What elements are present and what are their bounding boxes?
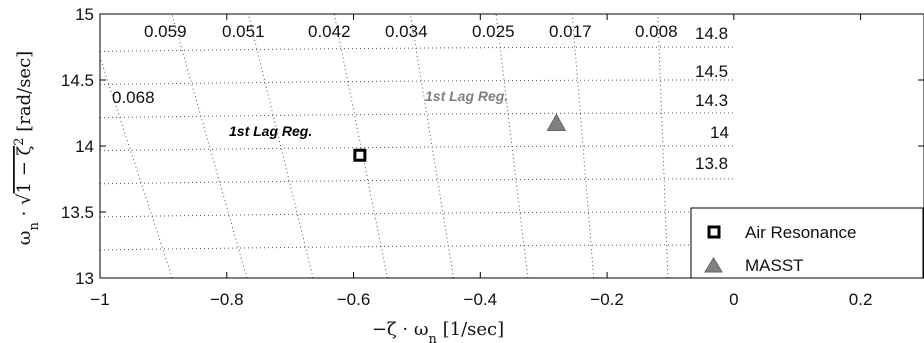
y-axis-label-omega: ω — [14, 231, 35, 246]
x-tick-label-5: 0 — [729, 290, 738, 309]
x-axis-label-unit: [1/sec] — [437, 319, 504, 340]
damping-label-0034: 0.034 — [385, 22, 428, 41]
damping-label-0059: 0.059 — [144, 22, 187, 41]
damping-label-0068: 0.068 — [112, 88, 155, 107]
y-tick-label-1: 13.5 — [61, 203, 94, 222]
legend-marker-air-resonance — [707, 225, 721, 239]
damping-label-0017: 0.017 — [549, 22, 592, 41]
y-tick-label-4: 15 — [75, 5, 94, 24]
x-tick-label-2: −0.6 — [337, 290, 371, 309]
legend-marker-masst — [704, 257, 723, 273]
frequency-grid-arc-3 — [99, 178, 734, 185]
y-axis-label-dot: · — [14, 205, 35, 222]
legend: Air Resonance MASST — [690, 207, 924, 279]
x-tick-label-1: −0.8 — [210, 290, 244, 309]
y-axis-label-sub: n — [27, 222, 42, 231]
damping-label-0025: 0.025 — [472, 22, 515, 41]
frequency-grid-arc-7 — [99, 46, 734, 52]
legend-label-masst: MASST — [745, 256, 804, 275]
y-tick-labels: 13 13.5 14 14.5 15 — [61, 5, 94, 288]
y-axis-label-unit: [rad/sec] — [14, 51, 35, 138]
damping-grid-line-2 — [247, 13, 314, 279]
frequency-grid-arc-2 — [99, 211, 734, 218]
damping-label-0051: 0.051 — [222, 22, 265, 41]
damping-grid-line-7 — [657, 13, 669, 279]
grid-lines — [99, 13, 734, 279]
frequency-grid-arc-6 — [99, 79, 734, 86]
y-axis-label-root-body: 1 − ζ — [14, 146, 35, 194]
frequency-grid-arc-4 — [99, 145, 734, 152]
data-points — [353, 113, 567, 162]
x-tick-label-6: 0.2 — [849, 290, 873, 309]
x-axis-label: −ζ · ωn [1/sec] — [372, 319, 504, 343]
damping-label-0008: 0.008 — [635, 22, 678, 41]
frequency-label-148: 14.8 — [695, 24, 728, 43]
frequency-label-138: 13.8 — [695, 154, 728, 173]
point-air-resonance — [353, 148, 367, 162]
legend-box — [690, 207, 924, 279]
damping-grid-line-4 — [409, 13, 455, 279]
y-tick-label-0: 13 — [75, 269, 94, 288]
damping-grid-line-5 — [495, 13, 529, 279]
y-tick-label-3: 14.5 — [61, 71, 94, 90]
x-tick-labels: −1 −0.8 −0.6 −0.4 −0.2 0 0.2 — [90, 290, 872, 309]
frequency-label-14: 14 — [710, 123, 729, 142]
frequency-grid-arc-5 — [99, 112, 734, 119]
damping-label-0042: 0.042 — [308, 22, 351, 41]
point-masst — [546, 113, 567, 132]
y-tick-label-2: 14 — [75, 137, 94, 156]
x-tick-label-3: −0.4 — [464, 290, 498, 309]
frequency-grid-arc-1 — [99, 244, 734, 251]
damping-grid-line-6 — [571, 13, 595, 279]
annotation-air-resonance: 1st Lag Reg. — [229, 123, 312, 139]
annotation-masst: 1st Lag Reg. — [425, 88, 508, 104]
damping-grid-line-0 — [99, 57, 173, 279]
x-axis-label-sub: n — [429, 332, 438, 343]
y-axis-label-root: √ — [14, 193, 35, 205]
x-tick-label-0: −1 — [90, 290, 109, 309]
x-tick-label-4: −0.2 — [590, 290, 624, 309]
legend-label-air-resonance: Air Resonance — [745, 223, 857, 242]
damping-grid-line-1 — [171, 13, 248, 279]
x-axis-label-main: −ζ · ω — [372, 319, 429, 340]
y-axis-label-sup: 2 — [12, 137, 27, 145]
frequency-label-145: 14.5 — [695, 62, 728, 81]
frequency-label-143: 14.3 — [695, 91, 728, 110]
damping-grid-line-3 — [333, 13, 388, 279]
y-axis-label: ωn · √1 − ζ2 [rad/sec] — [12, 51, 42, 245]
